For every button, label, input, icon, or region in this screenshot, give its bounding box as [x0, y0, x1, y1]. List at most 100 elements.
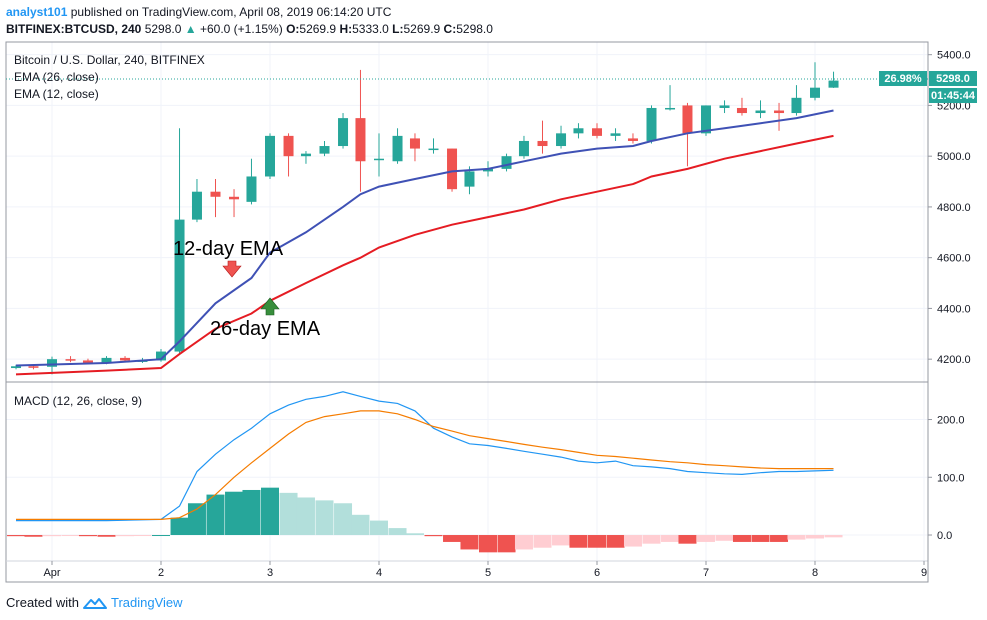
- candle-up: [319, 146, 330, 154]
- histogram-bar: [751, 535, 770, 542]
- histogram-bar: [133, 535, 152, 537]
- candle-down: [627, 138, 638, 141]
- macd-legend[interactable]: MACD (12, 26, close, 9): [14, 394, 142, 408]
- candle-down: [120, 357, 131, 361]
- histogram-bar: [405, 533, 424, 536]
- candle-up: [665, 107, 676, 110]
- candle-down: [774, 110, 785, 114]
- macd-histogram: [7, 487, 843, 553]
- price-tick-label: 5400.0: [937, 50, 971, 62]
- candle-up: [719, 105, 730, 108]
- candle-up: [701, 105, 711, 134]
- histogram-bar: [24, 535, 43, 537]
- tradingview-brand-link[interactable]: TradingView: [110, 595, 183, 610]
- ema26-legend[interactable]: EMA (26, close): [14, 70, 99, 84]
- ema12-annotation: 12-day EMA: [173, 238, 284, 260]
- histogram-bar: [170, 517, 189, 536]
- published-text: published on TradingView.com, April 08, …: [70, 5, 392, 19]
- chart-frame: [5, 41, 929, 583]
- open-label: O:: [286, 22, 300, 36]
- histogram-bar: [732, 535, 751, 542]
- histogram-bar: [351, 514, 370, 536]
- time-tick-label: 8: [812, 567, 818, 579]
- high-value: 5333.0: [352, 22, 389, 36]
- arrow-up-icon: [260, 297, 280, 316]
- close-label: C:: [443, 22, 457, 36]
- histogram-bar: [697, 535, 715, 542]
- created-with-text: Created with: [6, 595, 79, 610]
- time-tick-label: 5: [485, 567, 491, 579]
- symbol-info: BITFINEX:BTCUSD, 240 5298.0 ▲ +60.0 (+1.…: [6, 22, 493, 36]
- histogram-bar: [388, 528, 407, 536]
- histogram-bar: [588, 535, 606, 548]
- price-tick-label: 4400.0: [937, 303, 971, 315]
- close-value: 5298.0: [456, 22, 493, 36]
- histogram-bar: [7, 535, 26, 537]
- histogram-bar: [715, 535, 734, 541]
- publisher-link[interactable]: analyst101: [6, 5, 68, 19]
- histogram-bar: [206, 494, 225, 536]
- histogram-bar: [261, 487, 279, 536]
- histogram-bar: [460, 535, 479, 550]
- histogram-bar: [97, 535, 116, 537]
- histogram-bar: [152, 535, 170, 537]
- price-tick-label: 4200.0: [937, 354, 971, 366]
- candle-up: [428, 148, 439, 151]
- candle-down: [537, 140, 548, 147]
- histogram-bar: [225, 491, 244, 536]
- histogram-bar: [479, 535, 497, 553]
- histogram-bar: [78, 535, 97, 537]
- price-tick-label: 4800.0: [937, 202, 971, 214]
- candle-up: [338, 118, 349, 147]
- histogram-bar: [61, 535, 80, 537]
- candle-down: [592, 128, 602, 136]
- histogram-bar: [43, 535, 61, 537]
- price-tick-label: 4600.0: [937, 253, 971, 265]
- pct-badge-text: 26.98%: [884, 73, 922, 85]
- candle-up: [610, 133, 621, 136]
- histogram-bar: [296, 497, 315, 536]
- candle-up: [265, 135, 275, 177]
- candle-up: [101, 357, 112, 363]
- price-tick-label: 5000.0: [937, 151, 971, 163]
- candle-up: [556, 133, 567, 147]
- histogram-bar: [116, 535, 135, 537]
- candle-down: [736, 107, 747, 114]
- time-tick-label: 3: [267, 567, 273, 579]
- histogram-bar: [187, 503, 206, 536]
- time-tick-label: 6: [594, 567, 600, 579]
- price-badge-text: 5298.0: [936, 73, 970, 85]
- macd-tick-label: 100.0: [937, 472, 965, 484]
- high-label: H:: [339, 22, 353, 36]
- timer-badge: [929, 88, 977, 103]
- time-tick-label: 4: [376, 567, 382, 579]
- histogram-bar: [242, 489, 261, 536]
- candle-down: [229, 196, 240, 200]
- candle-down: [65, 359, 76, 361]
- tradingview-logo-icon: [82, 597, 107, 609]
- candle-up: [174, 219, 185, 352]
- histogram-bar: [824, 535, 843, 538]
- candle-down: [28, 366, 39, 368]
- candle-up: [828, 80, 839, 88]
- candle-up: [810, 87, 820, 98]
- symbol-name: BITFINEX:BTCUSD, 240: [6, 22, 142, 36]
- candle-up: [501, 156, 512, 169]
- histogram-bar: [334, 503, 353, 536]
- histogram-bar: [443, 535, 462, 542]
- candle-up: [246, 176, 257, 202]
- ema12-legend[interactable]: EMA (12, close): [14, 87, 99, 101]
- time-tick-label: Apr: [43, 567, 60, 579]
- histogram-bar: [787, 535, 806, 540]
- candle-up: [47, 359, 57, 367]
- time-tick-label: 2: [158, 567, 164, 579]
- axes: Apr 2 3 4 5 6 7 8 9 4200.0 4400.0 4600.0 4800.0 5000.…: [43, 50, 970, 579]
- grid: [6, 42, 928, 561]
- ema12-line: [15, 109, 834, 367]
- histogram-bar: [424, 535, 443, 537]
- histogram-bar: [606, 535, 625, 548]
- last-price: 5298.0: [144, 22, 182, 36]
- ema26-line: [15, 134, 834, 376]
- histogram-bar: [642, 535, 661, 544]
